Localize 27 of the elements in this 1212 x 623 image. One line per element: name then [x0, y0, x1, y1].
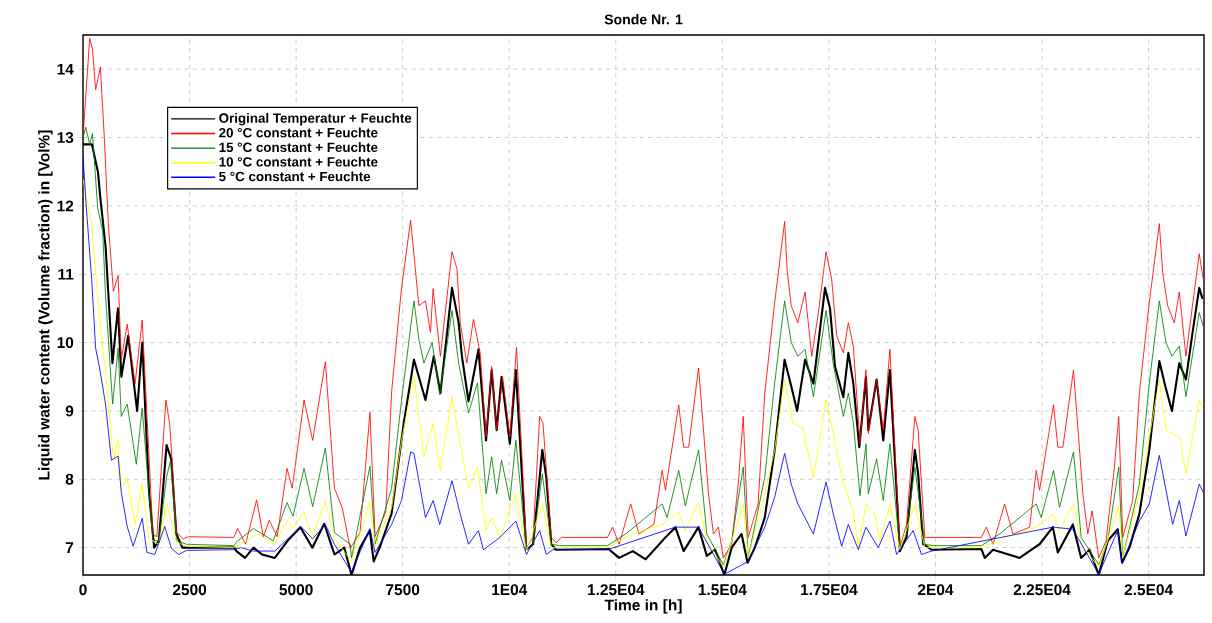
x-tick-label: 2E04	[917, 584, 954, 596]
x-tick-label: 1.5E04	[698, 584, 747, 596]
x-tick-label: 2.25E04	[1013, 584, 1071, 596]
x-axis-title: Time in [h]	[604, 599, 682, 614]
x-tick-label: 1E04	[492, 584, 528, 596]
legend-label: Original Temperatur + Feuchte	[219, 113, 412, 126]
y-axis-title: Liquid water content (Volume fraction) in [Vol%]	[38, 130, 53, 480]
x-tick-label: 7500	[386, 584, 420, 596]
chart-title: Sonde Nr. 1	[604, 14, 683, 25]
y-tick-label: 12	[57, 200, 74, 212]
y-tick-label: 8	[65, 473, 74, 485]
y-tick-label: 9	[65, 405, 74, 417]
legend-label: 20 °C constant + Feuchte	[219, 127, 378, 138]
y-tick-label: 11	[58, 268, 74, 280]
y-tick-label: 13	[57, 132, 74, 144]
y-tick-label: 10	[57, 337, 74, 349]
legend-label: 15 °C constant + Feuchte	[219, 142, 378, 153]
y-tick-label: 14	[57, 63, 74, 75]
x-tick-label: 0	[79, 584, 87, 596]
x-tick-label: 1.25E04	[587, 584, 645, 596]
x-tick-label: 2.5E04	[1124, 584, 1174, 596]
x-tick-label: 2500	[172, 584, 207, 596]
x-tick-label: 5000	[279, 584, 313, 596]
x-tick-label: 1.75E04	[801, 584, 858, 596]
legend-label: 5 °C constant + Feuchte	[219, 171, 371, 182]
y-tick-label: 7	[65, 542, 74, 553]
legend-label: 10 °C constant + Feuchte	[219, 156, 378, 167]
